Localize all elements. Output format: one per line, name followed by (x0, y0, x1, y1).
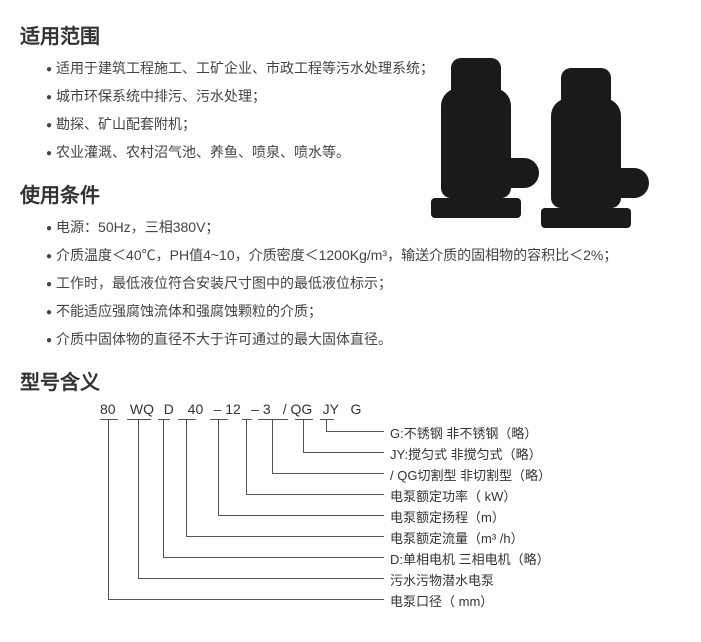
desc-mm: 电泵口径（ mm） (390, 591, 493, 610)
code-3: 3 (263, 401, 279, 417)
conditions-item: 工作时，最低液位符合安装尺寸图中的最低液位标示； (46, 270, 681, 298)
conditions-item: 介质温度＜40℃，PH值4~10，介质密度＜1200Kg/m³，输送介质的固相物… (46, 242, 681, 270)
desc-wq: 污水污物潜水电泵 (390, 570, 494, 589)
scope-title: 适用范围 (20, 20, 681, 49)
model-title: 型号含义 (20, 366, 681, 395)
code-d: D (164, 401, 184, 417)
code-qg: / QG (283, 401, 319, 417)
desc-d: D:单相电机 三相电机（略） (390, 549, 550, 568)
desc-m: 电泵额定扬程（m） (390, 507, 505, 526)
model-diagram: 80 WQ D 40 – 12 – 3 / QG JY G G:不锈钢 非不锈钢… (100, 401, 681, 611)
dash: – (214, 401, 222, 417)
desc-m3h: 电泵额定流量（m³ /h） (390, 528, 524, 547)
model-codes-row: 80 WQ D 40 – 12 – 3 / QG JY G (100, 401, 367, 417)
desc-g: G:不锈钢 非不锈钢（略） (390, 423, 537, 442)
conditions-item: 不能适应强腐蚀流体和强腐蚀颗粒的介质； (46, 298, 681, 326)
code-40: 40 (188, 401, 210, 417)
dash: – (251, 401, 259, 417)
product-image (441, 58, 661, 238)
desc-jy: JY:搅匀式 非搅匀式（略） (390, 444, 542, 463)
conditions-item: 介质中固体物的直径不大于许可通过的最大固体直径。 (46, 326, 681, 354)
desc-qg: / QG切割型 非切割型（略） (390, 465, 551, 484)
code-wq: WQ (130, 401, 160, 417)
desc-kw: 电泵额定功率（ kW） (390, 486, 516, 505)
code-g: G (351, 401, 367, 417)
code-jy: JY (323, 401, 347, 417)
code-12: 12 (225, 401, 247, 417)
code-80: 80 (100, 401, 126, 417)
